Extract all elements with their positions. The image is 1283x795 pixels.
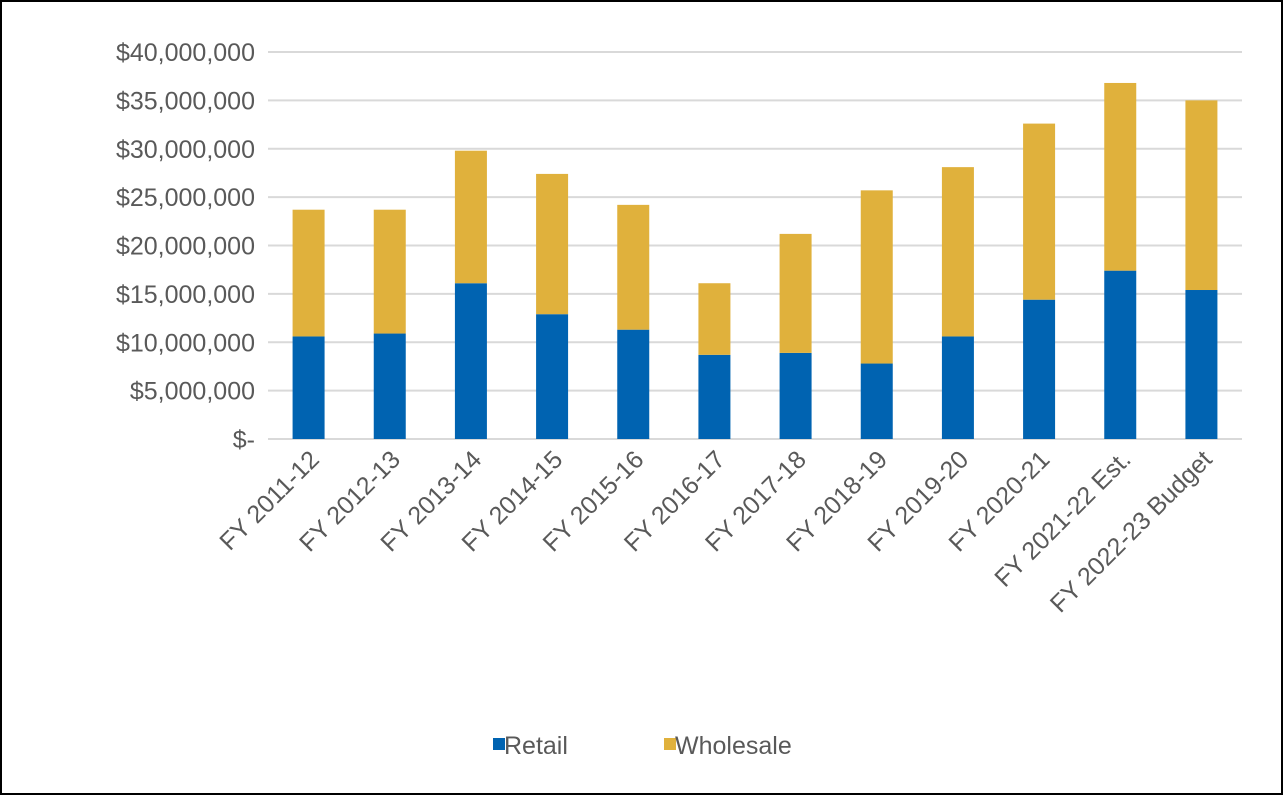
legend-swatch-wholesale [664,738,676,750]
bar-wholesale-11 [1185,100,1218,291]
y-tick-label: $10,000,000 [116,329,255,357]
y-tick-label: $35,000,000 [116,87,255,115]
bar-wholesale-9 [1023,123,1056,300]
y-tick-label: $- [233,426,255,454]
bar-wholesale-8 [941,167,974,337]
bar-wholesale-5 [698,283,731,355]
bar-retail-2 [454,283,487,439]
legend: Retail Wholesale [493,732,792,760]
bar-wholesale-2 [454,150,487,284]
bar-retail-11 [1185,290,1218,439]
bar-wholesale-6 [779,233,812,353]
bar-retail-9 [1023,299,1056,439]
y-tick-label: $20,000,000 [116,233,255,261]
bar-retail-6 [779,352,812,439]
bar-retail-1 [373,333,406,439]
bars [292,82,1218,439]
legend-swatch-retail [493,738,505,750]
bar-wholesale-10 [1104,82,1137,271]
y-tick-label: $40,000,000 [116,39,255,67]
bar-retail-0 [292,336,325,439]
bar-wholesale-7 [860,190,893,364]
y-tick-label: $30,000,000 [116,136,255,164]
y-tick-label: $25,000,000 [116,184,255,212]
bar-retail-10 [1104,270,1137,439]
bar-retail-5 [698,354,731,439]
x-tick-label: FY 2022-23 Budget [1045,445,1218,618]
bar-wholesale-0 [292,209,325,337]
bar-wholesale-1 [373,209,406,334]
bar-retail-8 [941,336,974,439]
bar-retail-7 [860,363,893,439]
legend-label-retail: Retail [504,732,568,760]
y-tick-label: $5,000,000 [130,378,255,406]
bar-retail-4 [617,329,650,439]
y-axis-tick-labels: $- $5,000,000 $10,000,000 $15,000,000 $20,00… [116,39,255,454]
legend-label-wholesale: Wholesale [675,732,792,760]
bar-wholesale-3 [536,173,569,315]
bar-retail-3 [536,314,569,439]
bar-wholesale-4 [617,204,650,330]
x-tick-label: FY 2021-22 Est. [989,445,1136,592]
y-tick-label: $15,000,000 [116,281,255,309]
gridlines [268,51,1242,440]
